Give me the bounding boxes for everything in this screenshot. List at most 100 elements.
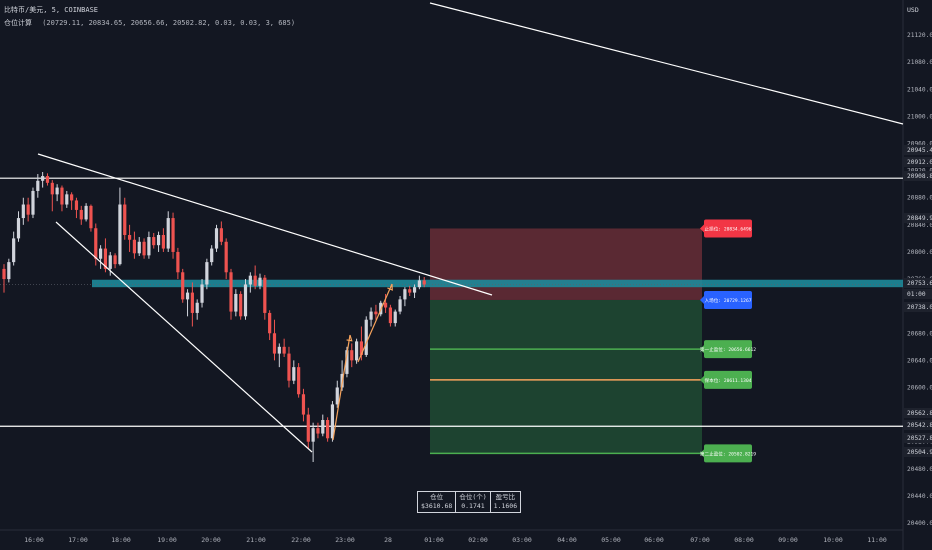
candle-body xyxy=(118,204,122,265)
price-tick: 20400.00 xyxy=(907,520,932,527)
candles xyxy=(2,171,426,463)
trendline-drawings xyxy=(37,2,904,453)
candle-body xyxy=(321,420,325,434)
price-axis-marker-bg xyxy=(904,213,932,223)
candle-body xyxy=(272,333,277,354)
candle-body xyxy=(234,293,238,312)
symbol-title[interactable]: 比特币/美元, 5, COINBASE xyxy=(4,6,99,14)
candle-body xyxy=(31,190,35,215)
time-tick: 18:00 xyxy=(111,536,131,544)
price-axis-marker: 20562.81 xyxy=(907,410,932,417)
time-axis[interactable]: 16:00 17:00 18:00 19:00 20:00 21:00 22:00 23:00… xyxy=(24,536,887,544)
time-tick: 21:00 xyxy=(246,536,266,544)
info-cell-position: 仓位 $3610.68 xyxy=(418,492,457,512)
candle-body xyxy=(412,287,417,293)
price-tick: 21040.00 xyxy=(907,86,932,93)
price-axis-marker-bg xyxy=(904,302,932,312)
symbol-header: 比特币/美元, 5, COINBASE xyxy=(4,5,104,15)
candle-body xyxy=(229,272,233,312)
position-label: 保本位: 20611.1304 xyxy=(700,370,752,389)
price-axis-marker-bg xyxy=(904,447,932,457)
candle-body xyxy=(345,350,349,374)
price-axis-marker: 20908.82 xyxy=(907,173,932,180)
time-tick: 10:00 xyxy=(823,536,843,544)
candle-body xyxy=(214,228,219,249)
candle-body xyxy=(137,241,141,254)
price-axis-marker-bg xyxy=(904,420,932,430)
candle-body xyxy=(335,387,339,405)
price-axis-marker-bg xyxy=(904,145,932,155)
candle-body xyxy=(253,275,257,286)
candle-body xyxy=(369,311,373,320)
candle-body xyxy=(393,311,397,324)
candle-body xyxy=(50,182,54,195)
candle-body xyxy=(171,218,175,252)
position-label: 入场位: 20729.1267 xyxy=(700,290,752,309)
position-zones xyxy=(92,228,903,455)
price-axis[interactable]: USD20400.0020440.0020480.0020520.0020560… xyxy=(904,6,932,527)
candle-body xyxy=(142,241,146,256)
candle-body xyxy=(16,218,21,239)
time-tick: 05:00 xyxy=(601,536,621,544)
price-axis-marker-bg xyxy=(904,157,932,167)
candle-body xyxy=(403,289,407,300)
candle-body xyxy=(422,280,426,285)
indicator-name[interactable]: 仓位计算 xyxy=(4,19,32,27)
trendline xyxy=(55,221,313,453)
price-axis-marker: 20542.81 xyxy=(907,422,932,429)
position-label-text: 止损位: 20834.6496 xyxy=(705,225,752,232)
price-axis-marker-bg xyxy=(904,433,932,443)
trendline xyxy=(429,2,904,125)
candle-body xyxy=(79,209,83,220)
price-tick: 20680.00 xyxy=(907,330,932,337)
candle-body xyxy=(65,194,69,205)
candle-body xyxy=(26,204,30,215)
candle-body xyxy=(123,204,127,236)
candle-body xyxy=(2,268,6,280)
time-tick: 03:00 xyxy=(512,536,532,544)
candle-body xyxy=(152,237,156,246)
time-tick: 20:00 xyxy=(201,536,221,544)
price-axis-marker-bg xyxy=(904,408,932,418)
candle-body xyxy=(326,420,330,439)
info-header: 仓位 xyxy=(430,493,444,501)
time-tick: 04:00 xyxy=(557,536,577,544)
price-axis-marker: 20738.00 xyxy=(907,304,932,311)
price-axis-marker-bg xyxy=(904,289,932,299)
time-tick: 02:00 xyxy=(468,536,488,544)
price-tick: 20480.00 xyxy=(907,466,932,473)
candle-body xyxy=(195,302,199,313)
indicator-header: 仓位计算 (20729.11, 20834.65, 20656.66, 2050… xyxy=(4,18,301,28)
resistance-band xyxy=(92,279,903,288)
candle-body xyxy=(74,200,79,210)
candle-body xyxy=(316,428,320,434)
candle-body xyxy=(55,187,59,195)
info-cell-size: 仓位(个) 0.1741 xyxy=(456,492,491,512)
candle-body xyxy=(297,367,301,395)
candle-body xyxy=(398,299,402,312)
time-tick: 08:00 xyxy=(734,536,754,544)
price-axis-marker: 20912.07 xyxy=(907,159,932,166)
candle-body xyxy=(103,248,108,269)
candle-body xyxy=(417,280,421,288)
candle-body xyxy=(127,235,132,240)
take-profit-zone xyxy=(430,299,702,454)
time-tick: 11:00 xyxy=(867,536,887,544)
price-tick: 20640.00 xyxy=(907,357,932,364)
candle-body xyxy=(248,275,252,285)
candle-body xyxy=(181,272,185,300)
position-label-box xyxy=(704,290,752,309)
position-label-pointer xyxy=(700,295,704,304)
trendline xyxy=(37,153,493,296)
price-tick: 20440.00 xyxy=(907,493,932,500)
time-tick: 09:00 xyxy=(778,536,798,544)
price-tick: 20800.00 xyxy=(907,249,932,256)
info-header: 盈亏比 xyxy=(495,493,516,501)
candle-body xyxy=(70,194,74,201)
candle-body xyxy=(99,248,103,259)
candle-body xyxy=(408,289,412,293)
info-header: 仓位(个) xyxy=(459,493,487,501)
candle-body xyxy=(108,255,112,269)
